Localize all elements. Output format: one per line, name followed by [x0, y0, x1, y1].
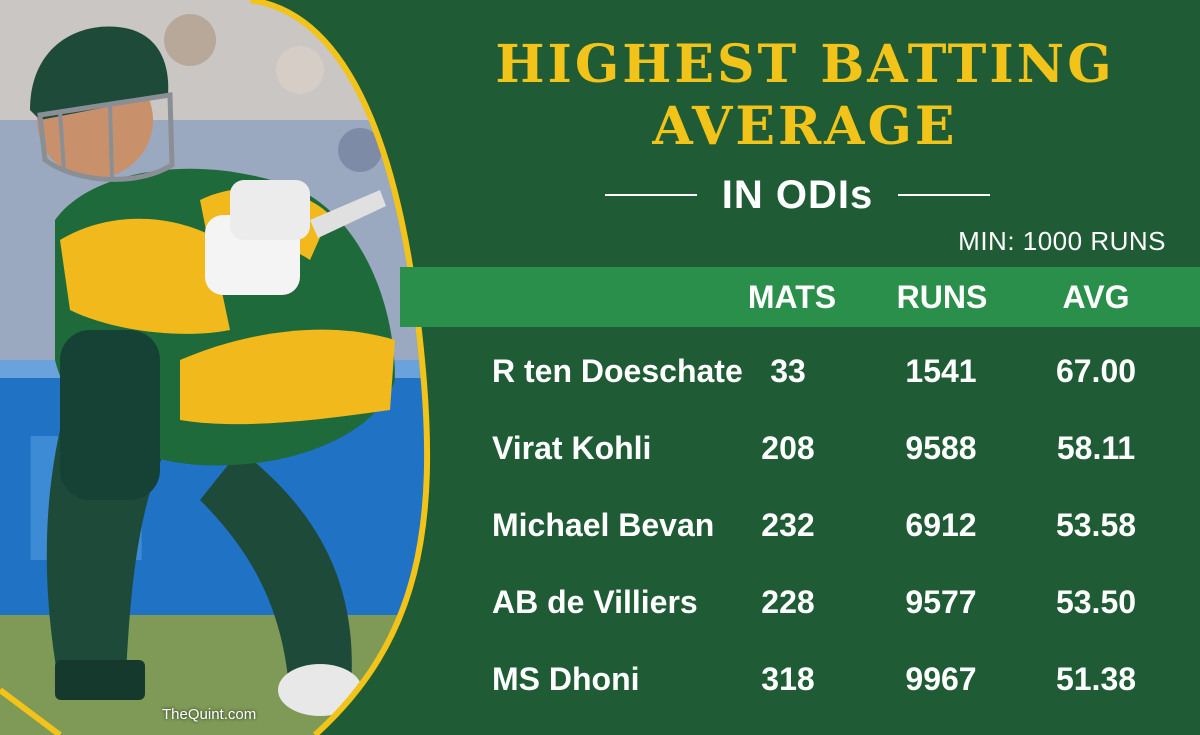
header-runs: RUNS: [896, 279, 988, 315]
left-divider: [605, 194, 697, 196]
minimum-runs-note: MIN: 1000 RUNS: [958, 226, 1166, 256]
player-name: R ten Doeschate: [492, 353, 743, 389]
matches-cell: 228: [761, 584, 815, 620]
average-cell: 58.11: [1056, 430, 1136, 466]
right-divider: [897, 194, 990, 196]
runs-cell: 9967: [905, 661, 977, 697]
subtitle-row: IN ODIs: [605, 170, 990, 220]
header-mats: MATS: [747, 279, 837, 315]
runs-cell: 1541: [905, 353, 977, 389]
runs-cell: 6912: [905, 507, 977, 543]
average-cell: 53.50: [1055, 584, 1137, 620]
matches-cell: 33: [770, 353, 806, 389]
player-name: Virat Kohli: [492, 430, 652, 466]
average-cell: 67.00: [1055, 353, 1137, 389]
player-name: Michael Bevan: [492, 507, 715, 543]
title-line-1: HIGHEST BATTING: [495, 34, 1115, 95]
title-line-2: AVERAGE: [652, 96, 958, 157]
matches-cell: 232: [761, 507, 815, 543]
subtitle: IN ODIs: [721, 172, 874, 217]
credit-watermark: TheQuint.com: [162, 706, 257, 723]
average-cell: 53.58: [1055, 507, 1137, 543]
average-cell: 51.38: [1055, 661, 1137, 697]
player-name: AB de Villiers: [492, 584, 698, 620]
runs-cell: 9588: [905, 430, 977, 466]
player-name: MS Dhoni: [492, 661, 640, 697]
header-avg: AVG: [1062, 279, 1130, 315]
matches-cell: 318: [761, 661, 815, 697]
runs-cell: 9577: [905, 584, 977, 620]
table-header-band: [400, 267, 1200, 327]
matches-cell: 208: [761, 430, 815, 466]
